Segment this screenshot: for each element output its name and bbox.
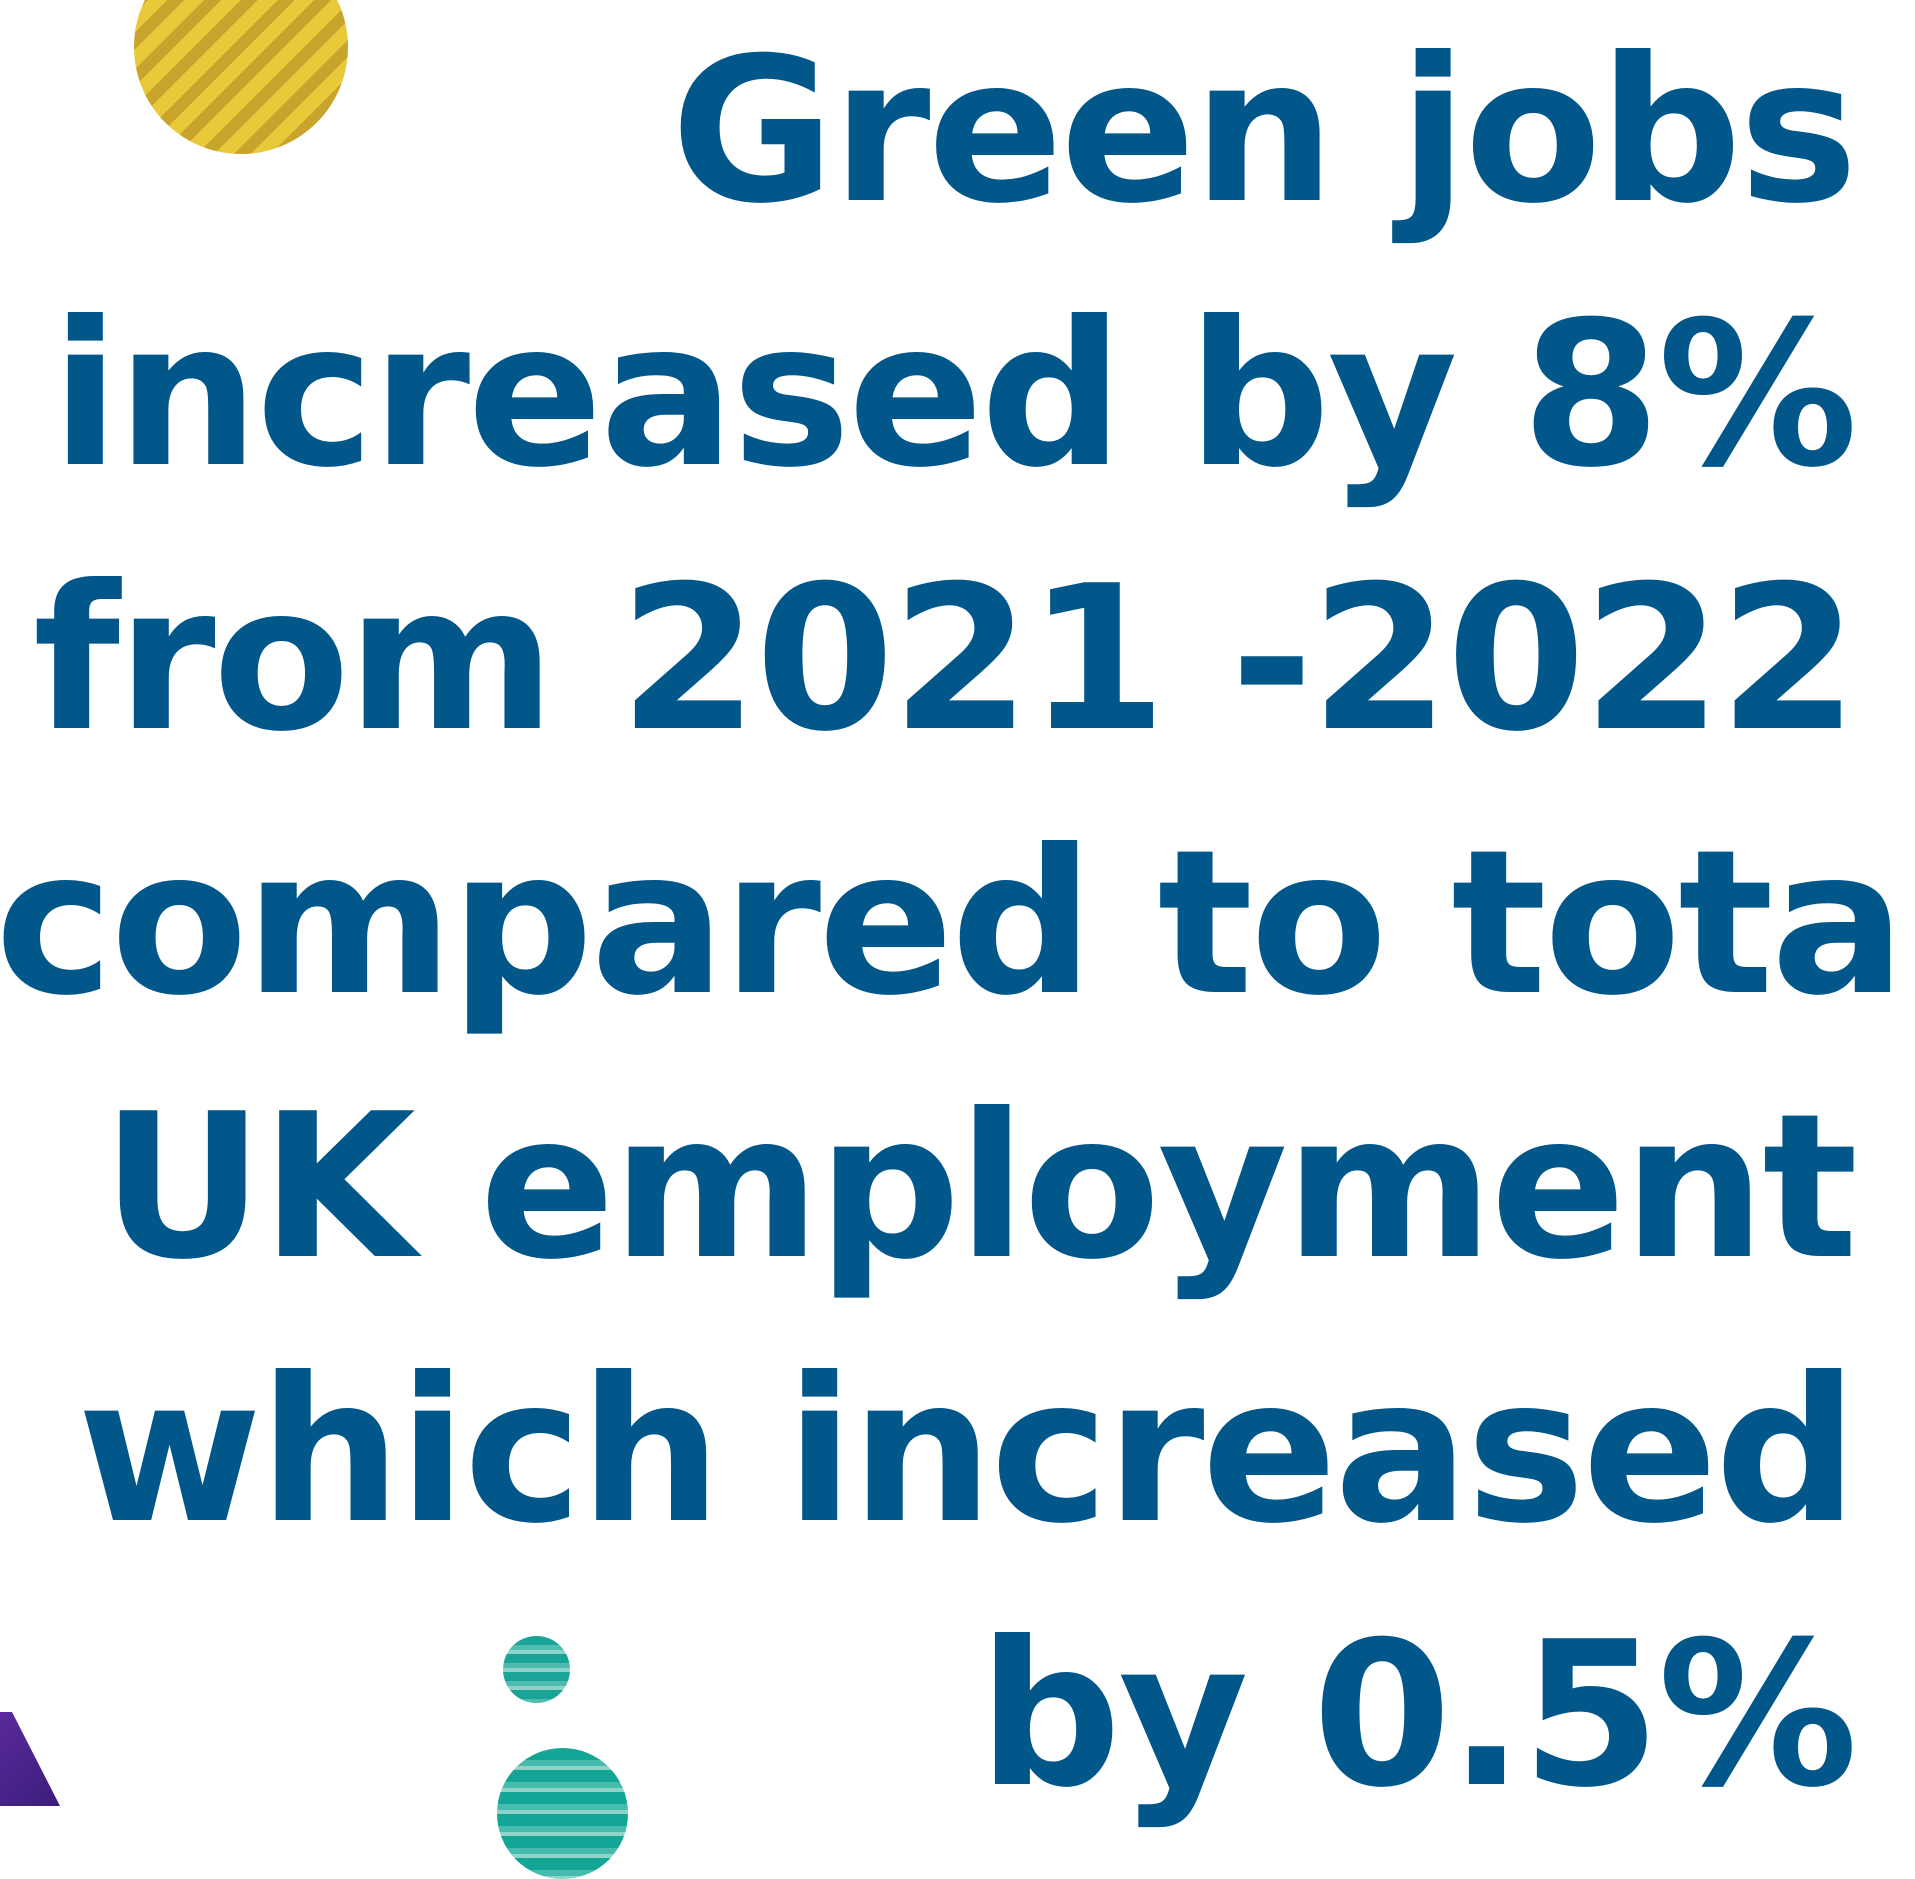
uk-employment-increase-value: 0.5% (1312, 1599, 1858, 1832)
green-jobs-increase-value: 8% (1521, 279, 1858, 512)
statement-line-5: UK employment (101, 1071, 1858, 1304)
statement-line-1: Green jobs (670, 15, 1858, 248)
statement-line-3: from 2021 -2022 (33, 543, 1858, 776)
statement-line-7: by 0.5% (0, 1584, 1858, 1848)
statement-line-2: increased by 8% (0, 264, 1858, 528)
teal-dot-small-decoration (503, 1636, 570, 1703)
statement-line-7-text: by (978, 1599, 1313, 1832)
statement-line-2-text: increased by (51, 279, 1522, 512)
statement-line-6: which increased (77, 1335, 1858, 1568)
green-jobs-statement: Green jobs increased by 8% from 2021 -20… (0, 15, 1915, 1848)
statement-line-4: compared to total (0, 807, 1915, 1040)
